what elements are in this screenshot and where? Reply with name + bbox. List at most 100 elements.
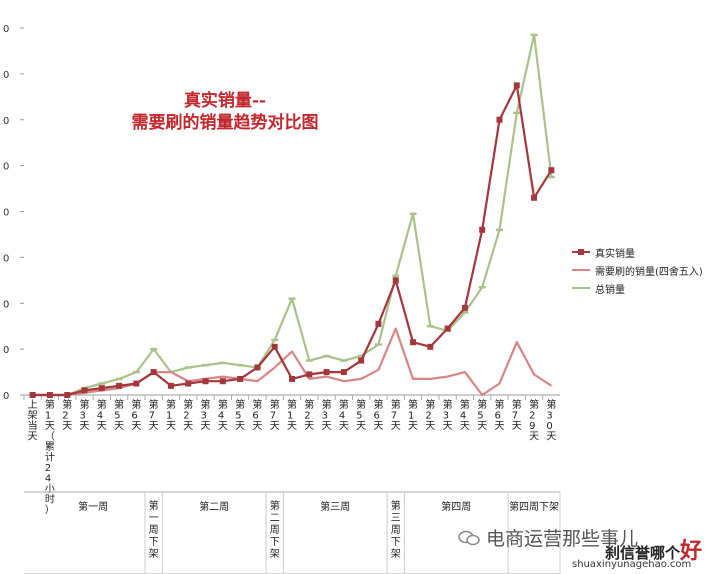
series-point-total xyxy=(150,347,158,351)
series-point-real xyxy=(29,392,36,398)
series-point-real xyxy=(340,369,347,376)
series-point-total xyxy=(184,366,192,369)
series-point-total xyxy=(115,377,123,381)
x-group-label: 第三周下架 xyxy=(391,499,401,560)
series-point-real xyxy=(444,325,451,332)
legend-swatch-real xyxy=(572,248,590,256)
x-group-label: 第三周 xyxy=(320,500,350,513)
series-point-total xyxy=(547,175,555,179)
series-point-real xyxy=(185,380,192,387)
series-point-total xyxy=(461,311,469,314)
series-point-total xyxy=(98,382,106,385)
series-point-total xyxy=(426,324,434,328)
series-point-real xyxy=(64,392,71,398)
x-tick-label: 上架当天 xyxy=(28,399,38,443)
watermark-text: 电商运营那些事儿 xyxy=(486,528,639,550)
x-group-label: 第一周 xyxy=(78,500,108,513)
x-tick-label: 第 1 天（累计 2 4 小时） xyxy=(45,398,55,516)
y-tick-label: 0 xyxy=(3,208,9,219)
legend-label-boost: 需要刷的销量(四舍五入) xyxy=(595,266,703,278)
series-point-real xyxy=(548,167,555,174)
legend: 真实销量 需要刷的销量(四舍五入) 总销量 xyxy=(572,243,703,297)
series-point-real xyxy=(496,116,503,123)
series-point-total xyxy=(271,338,279,342)
series-point-real xyxy=(202,378,209,385)
brand-text-b: 好 xyxy=(680,538,703,564)
series-point-total xyxy=(236,363,244,367)
series-point-total xyxy=(513,111,521,115)
y-axis: 0 0 0 0 0 0 0 0 0 xyxy=(3,24,560,402)
y-tick-label: 0 xyxy=(3,391,9,402)
legend-swatch-total xyxy=(572,284,590,292)
series-point-real xyxy=(46,392,53,398)
series-point-total xyxy=(478,285,486,289)
series-point-total xyxy=(202,363,210,367)
brand-text-a: 刹信誉哪个 xyxy=(605,544,681,562)
series-point-total xyxy=(392,274,400,277)
legend-swatch-boost xyxy=(572,266,590,274)
series-point-real xyxy=(358,357,365,364)
x-group-label: 第四周下架 xyxy=(509,500,559,513)
x-axis-groups: 第一周 第一周下架 第二周 第二周下架 第三周 第三周下架 第四周 第四周下架 xyxy=(24,491,561,574)
series-point-total xyxy=(288,297,296,300)
y-tick-label: 0 xyxy=(3,116,9,127)
series-point-total xyxy=(495,228,503,232)
brand-site: shuaxinyunagehao.com xyxy=(572,559,692,570)
series-point-real xyxy=(427,343,434,350)
series-point-real xyxy=(410,339,417,346)
x-group-label: 第二周下架 xyxy=(270,499,280,560)
series-point-real xyxy=(461,304,468,311)
legend-item-real: 真实销量 xyxy=(572,243,703,261)
series-point-total xyxy=(305,359,313,362)
series-point-total xyxy=(374,343,382,346)
series-point-real xyxy=(219,378,226,385)
brand-logo: 刹信誉哪个好 xyxy=(605,533,702,565)
y-tick-label: 0 xyxy=(3,299,9,310)
legend-label-total: 总销量 xyxy=(595,284,625,296)
series-point-real xyxy=(81,387,88,394)
series-point-real xyxy=(254,364,261,371)
legend-label-real: 真实销量 xyxy=(595,248,635,260)
series-point-real xyxy=(513,82,520,89)
series-point-total xyxy=(409,212,417,215)
series-point-real xyxy=(271,343,278,350)
wechat-icon xyxy=(458,530,480,545)
series-point-total xyxy=(323,354,331,358)
series-point-real xyxy=(323,369,330,376)
series-point-real xyxy=(392,277,399,284)
y-tick-label: 0 xyxy=(3,345,9,356)
watermark: 电商运营那些事儿 xyxy=(458,524,638,551)
series-lines xyxy=(29,33,555,398)
y-tick-label: 0 xyxy=(3,253,9,264)
y-tick-label: 0 xyxy=(3,70,9,81)
x-group-label: 第二周 xyxy=(199,500,229,513)
series-point-total xyxy=(340,359,348,362)
